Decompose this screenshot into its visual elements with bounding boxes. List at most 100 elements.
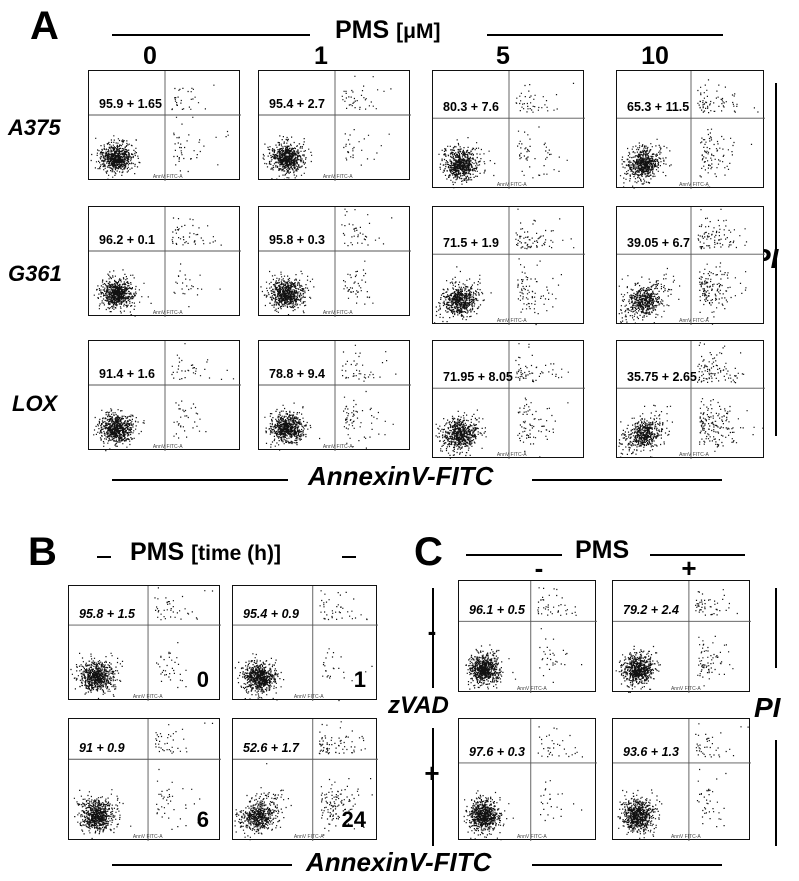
plot-a-a375-1: AnnV FITC-A 95.4 + 2.7 [258,70,411,181]
plot-c-zvad-minus-pms-minus-events [465,587,583,690]
col-label-5: 5 [496,42,510,70]
plot-c-zvad-plus-pms-minus-events [463,726,583,841]
plot-a-g361-1-svg [259,207,411,317]
plot-a-lox-1-viability-label: 78.8 + 9.4 [269,367,325,381]
plot-c-zvad-plus-pms-plus-viability-label: 93.6 + 1.3 [623,744,679,759]
plot-a-a375-0-viability-label: 95.9 + 1.65 [99,97,162,111]
plot-b-time-1: AnnV FITC-A 95.4 + 0.9 1 [232,585,378,702]
plot-c-zvad-minus-pms-minus-x-tick-label: AnnV FITC-A [516,686,547,692]
panel-bc-x-rule-left [112,864,292,866]
plot-c-zvad-minus-pms-minus: AnnV FITC-A 96.1 + 0.5 [458,580,597,693]
plot-a-g361-10: AnnV FITC-A 39.05 + 6.7 [616,206,765,325]
panel-a-header-rule-left [112,34,310,36]
panel-b-header: PMS [time (h)] [130,540,281,565]
panel-c-zvad-rule-top [432,588,434,688]
plot-c-zvad-minus-pms-minus-svg [459,581,597,693]
row-label-lox: LOX [12,391,58,416]
plot-a-g361-0: AnnV FITC-A 96.2 + 0.1 [88,206,241,317]
plot-a-g361-5-svg [433,207,585,326]
panel-a-pi-rule [775,83,777,436]
plot-a-lox-0-events [93,343,235,452]
plot-a-a375-1-svg [259,71,411,181]
plot-b-time-24: AnnV FITC-A 52.6 + 1.7 24 [232,718,378,841]
plot-c-zvad-minus-pms-plus-viability-label: 79.2 + 2.4 [623,603,679,618]
panel-b-header-rule-left [97,556,111,558]
plot-b-time-0-time-label: 0 [196,667,209,692]
plot-a-a375-10-svg [617,71,765,189]
panel-a-header-rule-right [487,34,723,36]
row-label-g361: G361 [8,261,62,286]
panel-a-x-rule-left [112,479,288,481]
plot-a-g361-0-x-tick-label: AnnV FITC-A [152,310,183,316]
plot-a-g361-10-x-tick-label: AnnV FITC-A [679,318,709,324]
plot-a-a375-1-viability-label: 95.4 + 2.7 [269,97,325,111]
plot-c-zvad-minus-pms-minus-viability-label: 96.1 + 0.5 [469,603,525,618]
plot-b-time-0-viability-label: 95.8 + 1.5 [79,607,135,622]
plot-a-lox-0-svg [89,341,241,452]
panel-c-row-minus: - [427,616,437,646]
plot-b-time-24-events [234,721,373,841]
plot-b-time-24-x-tick-label: AnnV FITC-A [293,834,324,840]
row-label-a375: A375 [8,115,61,140]
panel-c-pi-label: PI [754,692,781,723]
plot-c-zvad-plus-pms-plus-svg [613,719,751,841]
plot-c-zvad-minus-pms-plus-events [615,589,738,693]
plot-a-lox-5-svg [433,341,585,459]
plot-b-time-24-svg [233,719,378,841]
plot-a-g361-10-viability-label: 39.05 + 6.7 [627,236,690,251]
plot-b-time-1-events [234,590,373,702]
plot-a-lox-0: AnnV FITC-A 91.4 + 1.6 [88,340,241,452]
plot-a-lox-10: AnnV FITC-A 35.75 + 2.65 [616,340,765,459]
plot-a-lox-0-x-tick-label: AnnV FITC-A [152,444,183,450]
panel-b-header-rule-right [342,556,356,558]
plot-a-lox-5-events [435,343,569,459]
col-label-10: 10 [641,42,669,70]
plot-c-zvad-plus-pms-plus-events [617,723,749,839]
plot-a-a375-0: AnnV FITC-A 95.9 + 1.65 [88,70,241,181]
plot-a-a375-5: AnnV FITC-A 80.3 + 7.6 [432,70,585,189]
plot-a-g361-5: AnnV FITC-A 71.5 + 1.9 [432,206,585,326]
plot-a-g361-0-svg [89,207,241,317]
panel-b-header-text: PMS [130,538,185,566]
panel-a-x-rule-right [532,479,722,481]
plot-b-time-1-time-label: 1 [353,667,366,692]
plot-a-a375-1-x-tick-label: AnnV FITC-A [322,174,353,180]
panel-b-header-unit: [time (h)] [191,542,281,565]
plot-a-lox-1: AnnV FITC-A 78.8 + 9.4 [258,340,411,451]
plot-c-zvad-plus-pms-plus-x-tick-label: AnnV FITC-A [670,834,701,840]
plot-b-time-1-viability-label: 95.4 + 0.9 [243,607,299,622]
plot-a-g361-1-events [260,208,393,316]
plot-b-time-6-svg [69,719,221,841]
col-label-1: 1 [314,42,328,70]
plot-a-lox-10-events [618,342,764,458]
plot-a-a375-0-x-tick-label: AnnV FITC-A [152,174,183,180]
plot-c-zvad-minus-pms-plus-svg [613,581,751,693]
plot-a-a375-0-svg [89,71,241,181]
plot-a-a375-1-events [262,75,392,180]
plot-a-lox-10-viability-label: 35.75 + 2.65 [627,370,697,385]
panel-c-col-plus: + [681,553,697,583]
col-label-0: 0 [143,42,157,70]
panel-a-header-unit: [μM] [396,20,441,43]
plot-a-g361-5-viability-label: 71.5 + 1.9 [443,236,499,251]
panel-c-pi-rule-top [775,588,777,668]
panel-c-zvad-label: zVAD [388,692,449,719]
plot-a-lox-5-viability-label: 71.95 + 8.05 [443,370,513,385]
plot-a-lox-5: AnnV FITC-A 71.95 + 8.05 [432,340,585,459]
plot-a-g361-1-viability-label: 95.8 + 0.3 [269,233,325,247]
panel-c-letter: C [414,530,443,574]
panel-b-letter: B [28,530,57,574]
plot-c-zvad-minus-pms-plus-x-tick-label: AnnV FITC-A [670,686,701,692]
panel-a-header: PMS [μM] [335,18,440,43]
plot-b-time-6: AnnV FITC-A 91 + 0.9 6 [68,718,221,841]
plot-b-time-24-time-label: 24 [341,807,366,832]
plot-c-zvad-minus-pms-plus: AnnV FITC-A 79.2 + 2.4 [612,580,751,693]
plot-b-time-6-time-label: 6 [196,807,209,832]
plot-a-a375-10-viability-label: 65.3 + 11.5 [627,100,690,115]
plot-a-a375-10: AnnV FITC-A 65.3 + 11.5 [616,70,765,189]
plot-a-lox-0-viability-label: 91.4 + 1.6 [99,367,155,381]
plot-a-lox-10-x-tick-label: AnnV FITC-A [679,452,709,458]
plot-a-lox-10-svg [617,341,765,459]
panel-a-x-title: AnnexinV-FITC [308,461,494,491]
panel-c-pi-rule-bottom [775,740,777,846]
